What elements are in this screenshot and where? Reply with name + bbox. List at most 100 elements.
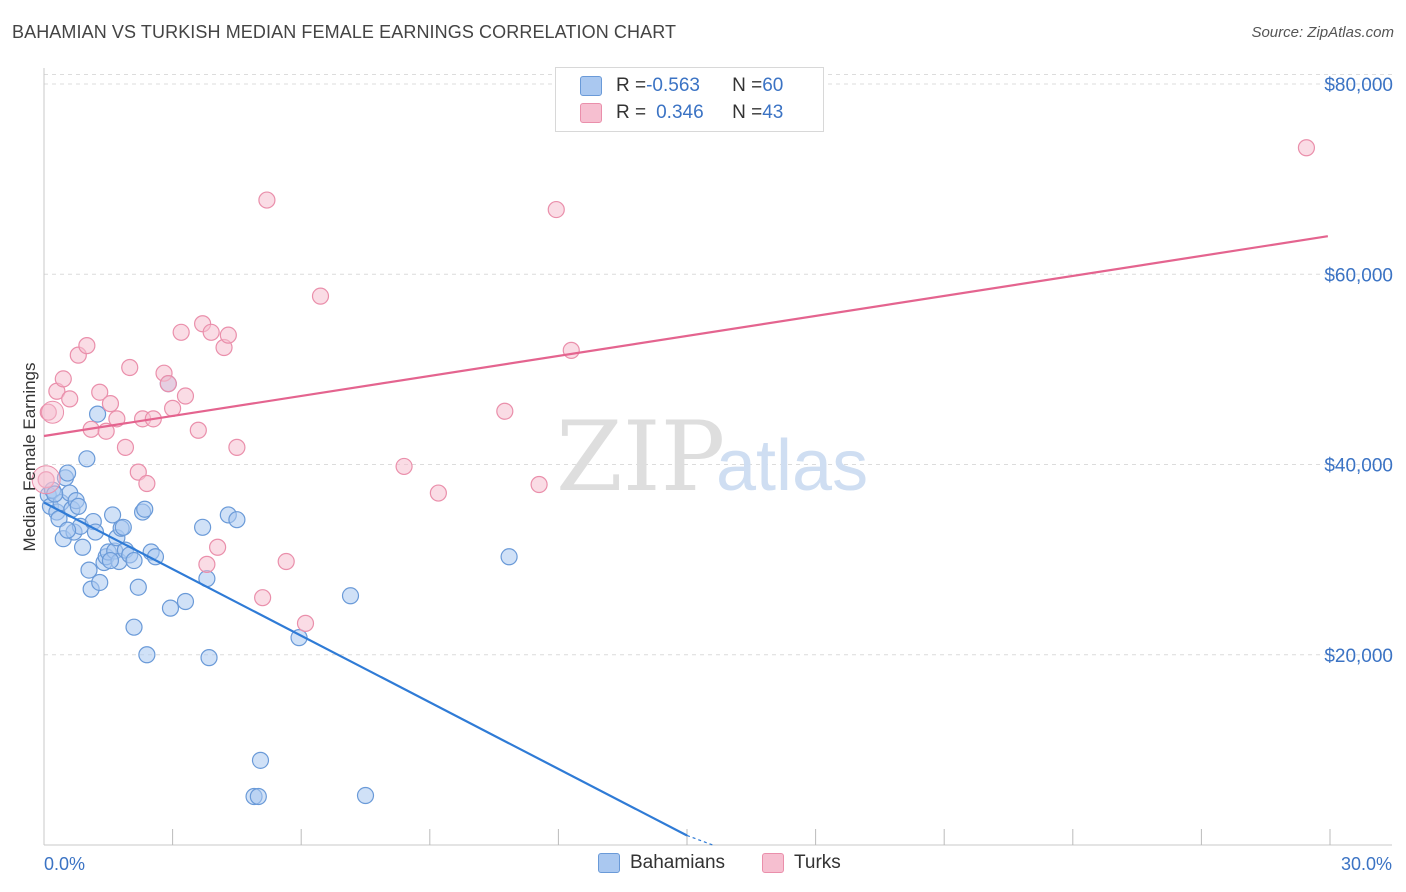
y-tick-label-60000: $60,000 [1324, 265, 1393, 286]
chart-title: BAHAMIAN VS TURKISH MEDIAN FEMALE EARNIN… [12, 22, 677, 42]
y-tick-label-20000: $20,000 [1324, 646, 1393, 667]
legend-n-label: N = [732, 102, 763, 123]
turks-point [395, 457, 413, 476]
bahamians-point [129, 578, 147, 596]
bahamians-point [125, 618, 143, 636]
turks-point [1297, 139, 1316, 157]
turks-point [562, 341, 580, 359]
turks-point [121, 358, 139, 377]
turks-point [198, 555, 216, 573]
bahamians-point [500, 548, 518, 566]
bahamians-point [101, 551, 120, 570]
legend-n-label: N = [732, 75, 763, 96]
bahamians-point [91, 573, 109, 592]
bahamians-point [176, 592, 195, 611]
turks-point [176, 387, 195, 405]
turks-point [108, 410, 126, 428]
turks-point [101, 395, 120, 413]
x-tick-label-max: 30.0% [1341, 854, 1392, 874]
bottom-legend-label-turks: Turks [794, 852, 841, 873]
turks-point [129, 463, 147, 481]
bahamians-point [194, 518, 212, 536]
turks-point [54, 370, 72, 388]
turks-point [311, 287, 330, 305]
turks-point [547, 200, 565, 219]
bahamians-point [228, 511, 246, 529]
turks-point [189, 421, 207, 439]
correlation-legend: R = -0.563 N = 60 R = 0.346 N = 43 [555, 67, 824, 132]
turks-point [41, 400, 65, 424]
legend-r-value-turks: 0.346 [656, 102, 704, 123]
y-tick-label-80000: $80,000 [1324, 75, 1393, 96]
legend-row-bahamians: R = -0.563 N = 60 [580, 73, 783, 99]
trend-line-bahamians-extension [686, 834, 713, 846]
gridlines [44, 74, 1392, 656]
bahamians-point [341, 587, 360, 605]
x-tick-marks [172, 829, 1331, 845]
axes [43, 68, 1392, 846]
trend-lines [43, 235, 1329, 846]
legend-swatch-turks [580, 103, 602, 123]
bahamians-point [58, 464, 77, 482]
bahamians-point [80, 561, 98, 579]
legend-r-label: R = [616, 75, 647, 96]
turks-point [254, 589, 272, 607]
turks-point [277, 552, 295, 571]
bahamians-point [69, 497, 87, 515]
turks-point [78, 337, 96, 355]
bahamians-point [249, 787, 267, 806]
turks-point [209, 538, 227, 556]
watermark-zip: ZIP [556, 401, 725, 513]
turks-point [530, 475, 548, 494]
turks-point [219, 326, 237, 344]
bahamians-point [78, 450, 96, 468]
legend-r-value-bahamians: -0.563 [646, 75, 700, 96]
series-bahamians [39, 375, 518, 806]
bottom-swatch-turks [762, 853, 784, 873]
turks-point [91, 383, 109, 401]
bahamians-point [138, 646, 156, 664]
bahamians-point [125, 551, 143, 570]
bahamians-point [200, 649, 218, 667]
turks-point [228, 438, 246, 456]
turks-point [159, 375, 177, 393]
bahamians-point [356, 786, 375, 805]
series-turks [31, 139, 1316, 632]
turks-point [138, 474, 156, 493]
bahamians-point [58, 521, 77, 539]
legend-n-value-turks: 43 [762, 102, 784, 123]
y-tick-labels: $20,000 $40,000 $60,000 $80,000 [1324, 75, 1393, 667]
turks-point [296, 614, 315, 632]
trend-line-turks [43, 235, 1329, 438]
bottom-swatch-bahamians [598, 853, 620, 873]
legend-n-value-bahamians: 60 [762, 75, 784, 96]
legend-r-label: R = [616, 102, 647, 123]
legend-row-turks: R = 0.346 N = 43 [580, 100, 783, 126]
turks-point [429, 484, 447, 502]
bottom-legend-turks: Turks [762, 852, 841, 874]
bahamians-point [88, 405, 107, 423]
turks-point [37, 471, 55, 489]
turks-point [31, 465, 61, 495]
bottom-legend-label-bahamians: Bahamians [630, 852, 726, 873]
legend-swatch-bahamians [580, 76, 602, 96]
bahamians-point [161, 599, 180, 617]
turks-point [496, 402, 514, 420]
y-tick-label-40000: $40,000 [1324, 456, 1393, 477]
turks-point [61, 390, 79, 408]
turks-point [202, 323, 220, 341]
turks-point [258, 191, 276, 209]
watermark: ZIP atlas [556, 401, 868, 513]
bahamians-point [251, 751, 270, 769]
bottom-legend-bahamians: Bahamians [598, 852, 725, 874]
watermark-atlas: atlas [716, 426, 868, 506]
bahamians-point [73, 538, 92, 556]
trend-line-bahamians [43, 501, 688, 837]
bahamians-point [114, 518, 132, 536]
x-tick-label-min: 0.0% [44, 854, 85, 874]
source-label: Source: ZipAtlas.com [1251, 24, 1394, 41]
turks-point [39, 403, 57, 421]
bahamians-point [103, 506, 122, 524]
turks-point [116, 438, 135, 456]
